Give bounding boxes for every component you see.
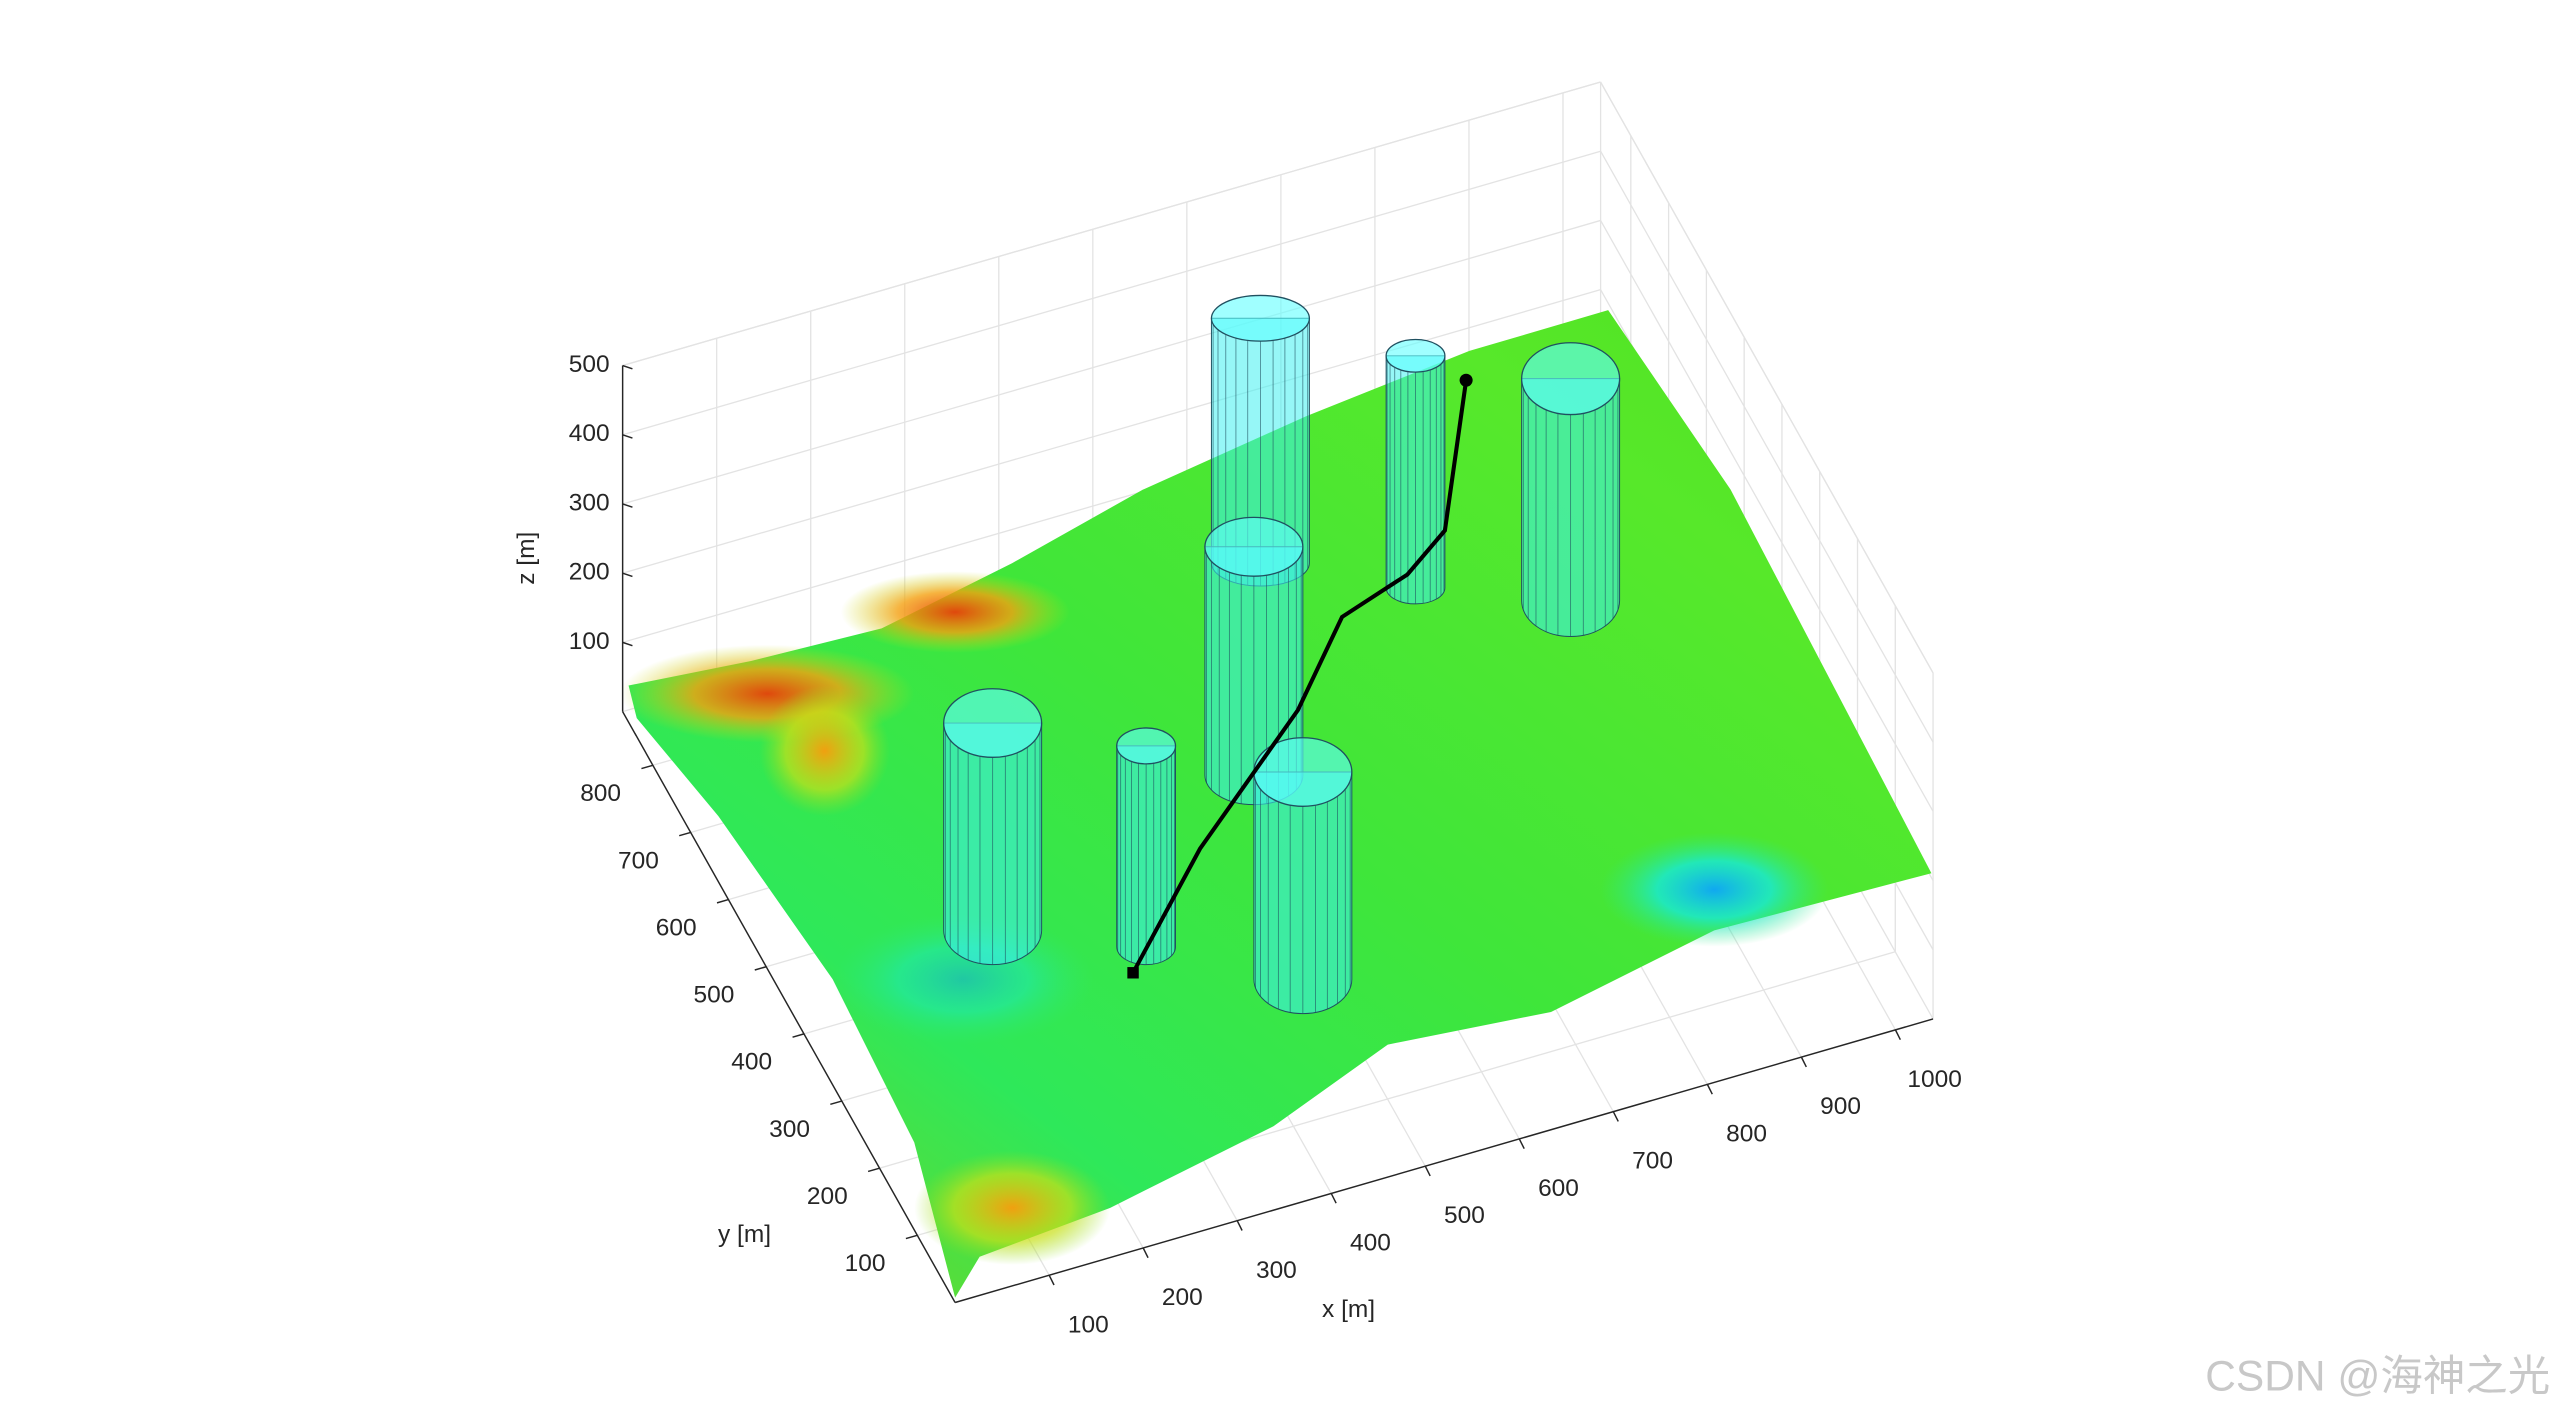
x-tick — [1612, 1111, 1619, 1122]
z-tick — [622, 572, 633, 578]
x-tick-label: 1000 — [1907, 1066, 1961, 1093]
path-start — [1127, 967, 1139, 979]
x-tick — [1800, 1056, 1807, 1068]
x-tick-label: 800 — [1726, 1120, 1767, 1147]
y-tick-label: 500 — [694, 982, 735, 1009]
grid-line — [622, 81, 1601, 367]
x-tick — [1424, 1165, 1431, 1177]
z-tick-label: 200 — [569, 559, 610, 586]
x-tick-label: 300 — [1256, 1257, 1297, 1284]
grid-line — [622, 289, 1601, 574]
x-tick — [1142, 1247, 1149, 1259]
x-tick — [1706, 1084, 1713, 1095]
obstacle — [1520, 342, 1621, 637]
axes: 100 200 300 400 500 600 700 800 900 1000 100 200 300… — [569, 351, 1962, 1338]
y-axis — [622, 711, 956, 1303]
terrain-high — [840, 571, 1070, 653]
x-tick-label: 600 — [1538, 1175, 1579, 1202]
x-tick-label: 900 — [1820, 1093, 1861, 1120]
x-tick-label: 400 — [1350, 1230, 1391, 1257]
obstacle-top — [1210, 294, 1311, 342]
obstacle-top — [1116, 727, 1177, 765]
terrain-high — [914, 1150, 1111, 1265]
obstacle-top — [943, 688, 1043, 758]
y-tick-label: 300 — [769, 1116, 810, 1143]
x-tick — [1518, 1138, 1525, 1150]
y-tick — [754, 966, 767, 971]
path — [1131, 380, 1469, 974]
z-tick — [622, 503, 633, 508]
x-tick-label: 100 — [1068, 1311, 1109, 1338]
watermark: CSDN @海神之光 — [2205, 1352, 2550, 1399]
y-tick — [867, 1167, 880, 1173]
z-tick-label: 400 — [569, 420, 610, 447]
grid-line — [1600, 220, 1934, 812]
z-tick — [622, 434, 633, 439]
grid-line — [622, 219, 1601, 505]
obstacles — [943, 294, 1621, 1015]
y-tick-label: 400 — [731, 1049, 772, 1076]
grid-line — [1600, 150, 1934, 743]
y-tick-label: 800 — [580, 780, 621, 807]
x-tick-label: 500 — [1444, 1202, 1485, 1229]
z-tick — [622, 364, 633, 370]
obstacle-top — [1520, 342, 1621, 416]
y-axis-label: y [m] — [718, 1221, 771, 1248]
path-end — [1459, 373, 1473, 387]
y-tick — [641, 764, 654, 770]
z-tick — [622, 641, 633, 647]
y-tick — [830, 1100, 842, 1106]
y-tick-label: 100 — [845, 1250, 886, 1277]
x-tick — [1236, 1220, 1243, 1231]
terrain-high — [759, 685, 890, 817]
x-tick-label: 700 — [1632, 1148, 1673, 1175]
y-tick — [905, 1234, 918, 1240]
y-tick — [716, 898, 729, 904]
obstacle — [943, 688, 1043, 966]
obstacle-top — [1253, 737, 1353, 807]
obstacle-top — [1385, 338, 1446, 373]
obstacle — [1385, 338, 1446, 605]
y-tick-label: 700 — [618, 847, 659, 874]
x-tick — [1330, 1193, 1337, 1204]
y-tick — [792, 1033, 805, 1038]
z-tick-label: 500 — [569, 351, 610, 378]
z-tick-label: 300 — [569, 489, 610, 516]
x-tick-label: 200 — [1162, 1284, 1203, 1311]
obstacle — [1253, 737, 1353, 1015]
x-tick — [1894, 1029, 1902, 1040]
grid-line — [622, 150, 1601, 436]
x-axis-label: x [m] — [1322, 1296, 1375, 1323]
y-tick — [679, 831, 691, 837]
z-axis-label: z [m] — [513, 532, 540, 585]
terrain-low — [1600, 832, 1829, 947]
obstacle — [1116, 727, 1177, 966]
obstacle-top — [1204, 516, 1304, 577]
x-tick — [1048, 1274, 1055, 1286]
x-axis — [954, 1018, 1934, 1304]
z-tick-label: 100 — [569, 628, 610, 655]
y-tick-label: 200 — [807, 1183, 848, 1210]
grid-line — [1600, 81, 1934, 674]
y-tick-label: 600 — [656, 914, 697, 941]
